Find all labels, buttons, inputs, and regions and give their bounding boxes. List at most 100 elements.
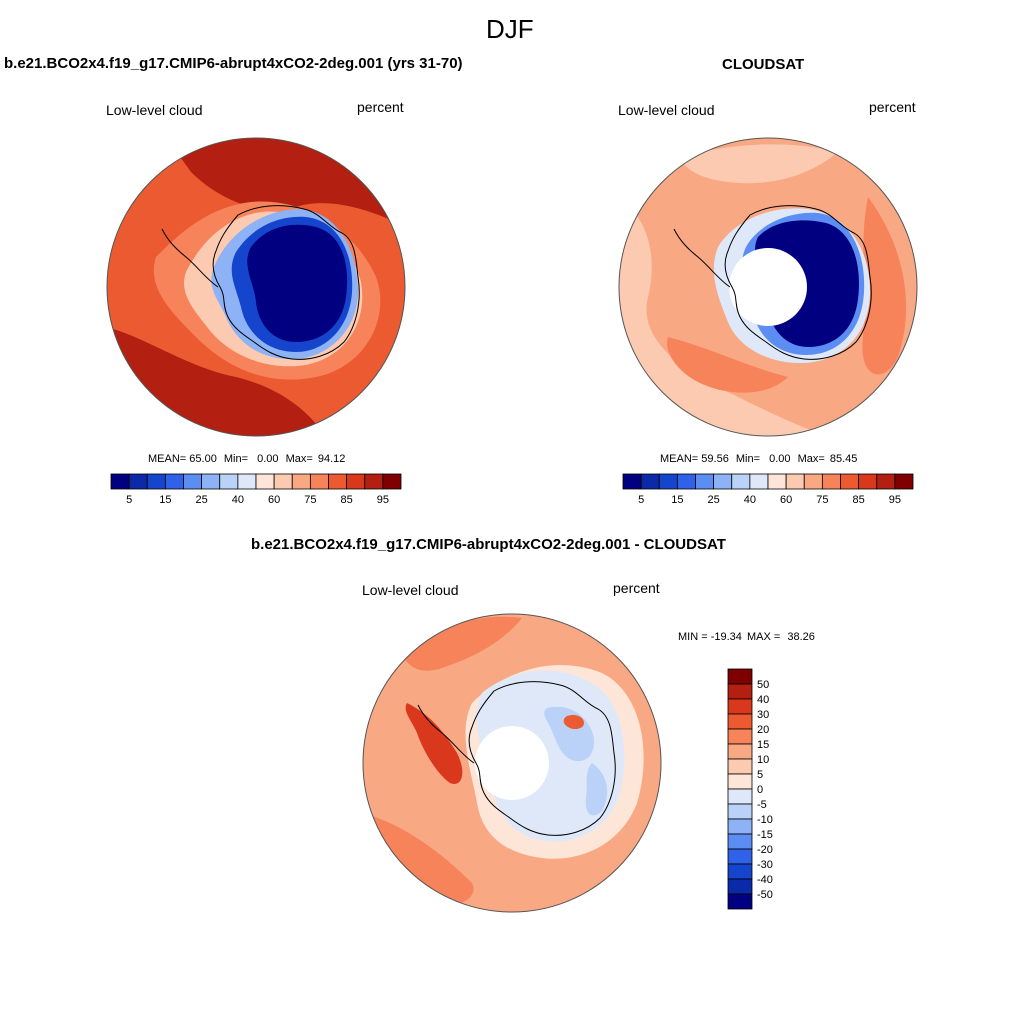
panel1-colorbar-box bbox=[273, 473, 293, 490]
panel3-min-value: -19.34 bbox=[710, 631, 742, 643]
panel3-colorbar-box bbox=[727, 803, 753, 820]
panel3-colorbar-tick-label: 20 bbox=[757, 724, 769, 736]
panel3-colorbar-box bbox=[727, 743, 753, 760]
panel2-mean-label: MEAN= bbox=[660, 453, 699, 465]
panel1-colorbar-tick-label: 5 bbox=[126, 494, 132, 506]
panel3-field-pos-n bbox=[402, 616, 522, 671]
panel2-colorbar-tick-label: 25 bbox=[708, 494, 720, 506]
panel3-min-label: MIN = bbox=[678, 631, 708, 643]
panel1-colorbar-box bbox=[201, 473, 221, 490]
panel2-field-mid-e bbox=[862, 197, 907, 375]
panel2-min-label: Min= bbox=[735, 453, 761, 465]
panel2-colorbar-box bbox=[803, 473, 823, 490]
panel2-field-light-n bbox=[678, 144, 838, 184]
panel3-colorbar-tick-label: -30 bbox=[757, 859, 773, 871]
panel2-colorbar-box bbox=[658, 473, 678, 490]
panel2-field-mid-s bbox=[667, 337, 788, 393]
panel1-colorbar-box bbox=[382, 473, 402, 490]
panel1-colorbar-box bbox=[291, 473, 311, 490]
panel2-colorbar-tick-label: 85 bbox=[853, 494, 865, 506]
panel2-colorbar-box bbox=[840, 473, 860, 490]
panel2-colorbar-box bbox=[622, 473, 642, 490]
panel3-colorbar-tick-label: -40 bbox=[757, 874, 773, 886]
panel1-colorbar-box bbox=[309, 473, 329, 490]
panel1-left-label: Low-level cloud bbox=[106, 102, 203, 118]
panel3-polar-map bbox=[362, 613, 662, 913]
panel3-colorbar-tick-label: -15 bbox=[757, 829, 773, 841]
panel1-colorbar-box bbox=[364, 473, 384, 490]
panel1-colorbar-tick-label: 60 bbox=[268, 494, 280, 506]
panel3-colorbar-box bbox=[727, 773, 753, 790]
panel3-pole-hole bbox=[475, 726, 549, 800]
panel2-colorbar-tick-label: 5 bbox=[638, 494, 644, 506]
panel1-min-value: 0.00 bbox=[257, 453, 279, 465]
panel1-colorbar-tick-label: 15 bbox=[159, 494, 171, 506]
panel1-colorbar-tick-label: 75 bbox=[304, 494, 316, 506]
panel3-colorbar-box bbox=[727, 848, 753, 865]
panel2-left-label: Low-level cloud bbox=[618, 102, 715, 118]
panel1-colorbar-tick-label: 25 bbox=[196, 494, 208, 506]
panel2-colorbar-tick-label: 75 bbox=[816, 494, 828, 506]
panel2-colorbar-box bbox=[894, 473, 914, 490]
panel3-colorbar-tick-label: 15 bbox=[757, 739, 769, 751]
panel3-colorbar-tick-label: 50 bbox=[757, 679, 769, 691]
panel1-colorbar-box bbox=[255, 473, 275, 490]
panel1-colorbar-box bbox=[237, 473, 257, 490]
panel2-title: CLOUDSAT bbox=[722, 56, 805, 73]
panel3-field-neg3 bbox=[585, 763, 608, 816]
panel1-colorbar-box bbox=[219, 473, 239, 490]
panel3-colorbar-tick-label: 10 bbox=[757, 754, 769, 766]
panel2-colorbar-box bbox=[858, 473, 878, 490]
panel3-max-label: MAX = bbox=[746, 631, 781, 643]
panel3-colorbar-tick-label: 40 bbox=[757, 694, 769, 706]
panel2-polar-map bbox=[618, 137, 918, 437]
panel2-max-value: 85.45 bbox=[829, 453, 858, 465]
panel2-units-label: percent bbox=[869, 99, 916, 115]
panel1-colorbar-box bbox=[146, 473, 166, 490]
panel3-colorbar-box bbox=[727, 863, 753, 880]
panel2-coastline bbox=[673, 205, 872, 360]
panel3-left-label: Low-level cloud bbox=[362, 582, 459, 598]
panel2-colorbar-box bbox=[821, 473, 841, 490]
panel3-colorbar-box bbox=[727, 668, 753, 685]
panel1-max-label: Max= bbox=[285, 453, 313, 465]
panel1-colorbar-box bbox=[183, 473, 203, 490]
panel2-colorbar-box bbox=[640, 473, 660, 490]
panel2-min-value: 0.00 bbox=[769, 453, 791, 465]
panel1-units-label: percent bbox=[357, 99, 404, 115]
panel3-field-pos-peninsula bbox=[405, 703, 463, 784]
panel1-colorbar-box bbox=[328, 473, 348, 490]
panel3-colorbar-box bbox=[727, 833, 753, 850]
panel1-colorbar-box bbox=[110, 473, 130, 490]
panel1-coastline bbox=[161, 205, 360, 360]
panel3-colorbar-tick-label: 5 bbox=[757, 769, 763, 781]
panel2-colorbar-box bbox=[785, 473, 805, 490]
panel1-mean-value: 65.00 bbox=[189, 453, 217, 465]
panel3-colorbar-box bbox=[727, 728, 753, 745]
panel3-colorbar-box bbox=[727, 698, 753, 715]
panel3-colorbar-box bbox=[727, 758, 753, 775]
panel1-min-label: Min= bbox=[223, 453, 249, 465]
panel2-stats: MEAN= 59.56 Min= 0.00 Max= 85.45 bbox=[660, 453, 857, 465]
panel3-colorbar-tick-label: 0 bbox=[757, 784, 763, 796]
panel3-stats: MIN = -19.34 MAX = 38.26 bbox=[678, 631, 815, 643]
panel1-colorbar-box bbox=[346, 473, 366, 490]
panel1-polar-map bbox=[106, 137, 406, 437]
panel3-coastline bbox=[417, 681, 616, 836]
panel1-colorbar: 5 15 25 40 60 75 85 95 bbox=[110, 473, 402, 506]
panel2-max-label: Max= bbox=[797, 453, 825, 465]
panel3-colorbar-box bbox=[727, 713, 753, 730]
panel3-units-label: percent bbox=[613, 580, 660, 596]
panel2-colorbar-tick-label: 60 bbox=[780, 494, 792, 506]
panel1-mean-label: MEAN= bbox=[148, 453, 187, 465]
panel3-max-value: 38.26 bbox=[787, 631, 815, 643]
panel3-colorbar-box bbox=[727, 893, 753, 910]
panel3-colorbar-tick-label: 30 bbox=[757, 709, 769, 721]
panel1-colorbar-tick-label: 40 bbox=[232, 494, 244, 506]
panel3-colorbar-tick-label: -5 bbox=[757, 799, 767, 811]
panel2-colorbar-box bbox=[876, 473, 896, 490]
panel1-field-low3 bbox=[247, 224, 348, 342]
panel2-colorbar-box bbox=[731, 473, 751, 490]
panel3-title: b.e21.BCO2x4.f19_g17.CMIP6-abrupt4xCO2-2… bbox=[251, 536, 726, 553]
